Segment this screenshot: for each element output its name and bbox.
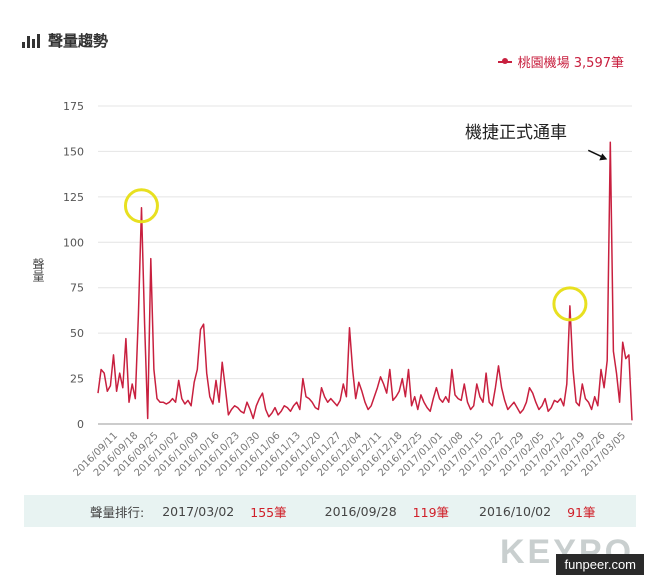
annotation-arrow-head: [599, 153, 608, 161]
ranking-count-3: 91筆: [567, 504, 596, 520]
ranking-date-3: 2016/10/02: [479, 503, 552, 519]
ranking-date-2: 2016/09/28: [324, 503, 397, 519]
bar-chart-icon: [22, 33, 40, 48]
y-tick-label: 0: [77, 418, 84, 431]
y-tick-label: 150: [63, 145, 84, 158]
y-tick-label: 175: [63, 100, 84, 113]
y-axis-label: 聲量: [31, 258, 45, 282]
series-line: [97, 141, 633, 421]
ranking-count-2: 119筆: [412, 504, 450, 520]
highlight-circle-1: [123, 188, 159, 224]
y-tick-label: 25: [70, 373, 84, 386]
legend-label: 桃園機場 3,597筆: [517, 56, 624, 71]
watermark: funpeer.com: [556, 554, 644, 575]
y-tick-label: 100: [63, 236, 84, 249]
y-tick-label: 125: [63, 191, 84, 204]
chart-header: 聲量趨勢: [22, 30, 108, 51]
y-tick-label: 75: [70, 282, 84, 295]
line-chart: 02550751001251501752016/09/112016/09/182…: [63, 100, 633, 479]
legend-marker: [497, 57, 512, 64]
ranking-date-1: 2017/03/02: [162, 503, 235, 519]
ranking-count-1: 155筆: [250, 504, 287, 520]
chart-title: 聲量趨勢: [48, 32, 109, 50]
legend[interactable]: 桃園機場 3,597筆: [497, 52, 624, 71]
ranking-bar: 聲量排行: 2017/03/02 155筆 2016/09/28 119筆 20…: [24, 495, 636, 527]
y-tick-label: 50: [70, 327, 84, 340]
ranking-label: 聲量排行:: [90, 504, 145, 520]
annotation-label: 機捷正式通車: [465, 123, 567, 143]
highlight-circle-2: [552, 286, 588, 322]
